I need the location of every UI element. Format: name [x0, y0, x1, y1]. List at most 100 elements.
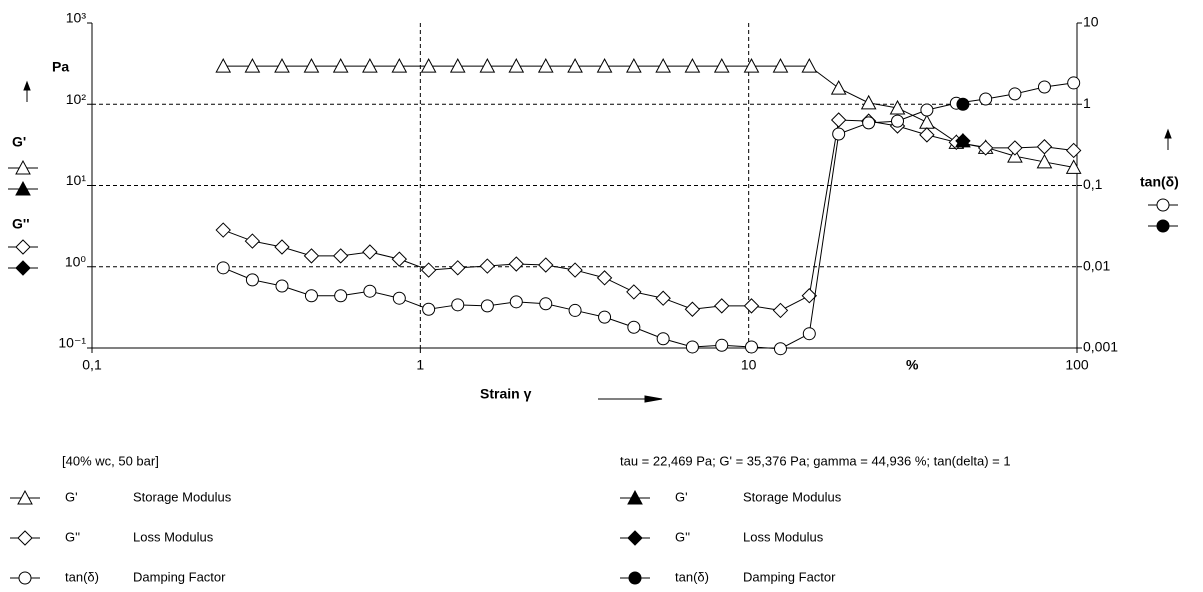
marker — [801, 58, 818, 73]
marker — [304, 289, 318, 303]
y-tick-label: 10² — [66, 91, 87, 107]
legend-label: G'' — [675, 529, 690, 544]
legend-symbol-marker — [17, 530, 33, 546]
marker — [568, 303, 582, 317]
marker — [772, 302, 789, 319]
marker — [1007, 140, 1023, 156]
marker — [480, 299, 494, 313]
marker — [391, 58, 408, 73]
legend-symbol-marker — [627, 530, 643, 546]
marker — [1037, 80, 1051, 94]
marker — [801, 288, 818, 304]
y2-tick-label: 1 — [1083, 95, 1091, 111]
marker — [1036, 153, 1053, 169]
axis-legend-symbol-marker — [15, 180, 31, 196]
marker — [832, 127, 846, 141]
marker — [772, 58, 789, 73]
legend-symbol-marker — [18, 571, 32, 585]
legend-label: tan(δ) — [675, 569, 709, 584]
marker — [830, 112, 847, 128]
marker — [303, 58, 320, 73]
marker — [773, 342, 787, 356]
annotation: [40% wc, 50 bar] — [62, 453, 159, 468]
marker — [889, 99, 906, 115]
axis-legend-symbol-marker — [15, 159, 31, 175]
marker — [955, 133, 971, 149]
marker — [215, 222, 231, 238]
marker — [363, 284, 377, 298]
marker — [391, 251, 408, 267]
marker — [332, 58, 349, 73]
axis-legend-symbol-marker — [1156, 219, 1170, 233]
marker — [891, 114, 905, 128]
marker — [420, 262, 437, 278]
y-tick-label: 10⁻¹ — [58, 335, 86, 351]
legend-label: G' — [65, 489, 78, 504]
legend-description: Loss Modulus — [743, 529, 824, 544]
arrows — [23, 80, 1172, 403]
marker — [392, 291, 406, 305]
marker — [479, 58, 496, 73]
legend-description: Damping Factor — [743, 569, 836, 584]
marker — [744, 340, 758, 354]
marker — [684, 58, 701, 73]
axis-legend-symbol-marker — [15, 260, 31, 276]
axis-legend-symbol-marker — [15, 239, 31, 255]
y-tick-label: 10¹ — [66, 172, 87, 188]
y-label: Pa — [52, 59, 69, 75]
marker — [830, 80, 847, 95]
marker — [274, 58, 290, 73]
marker — [332, 248, 349, 264]
x-tick-label: 100 — [1065, 357, 1089, 373]
marker — [508, 256, 524, 272]
marker — [919, 114, 935, 129]
legend-description: Loss Modulus — [133, 529, 214, 544]
marker — [627, 320, 641, 334]
marker — [362, 58, 378, 73]
marker — [450, 260, 466, 276]
marker — [1067, 76, 1081, 90]
y2-tick-label: 0,001 — [1083, 339, 1118, 355]
marker — [685, 340, 699, 354]
marker — [956, 97, 970, 111]
marker — [538, 257, 554, 273]
legend-description: Storage Modulus — [743, 489, 842, 504]
marker — [244, 58, 261, 73]
marker — [420, 58, 437, 73]
marker — [598, 310, 612, 324]
marker — [626, 58, 642, 73]
marker — [275, 279, 289, 293]
x-tick-label: 10 — [741, 357, 757, 373]
annotation: tau = 22,469 Pa; G' = 35,376 Pa; gamma =… — [620, 453, 1011, 468]
marker — [1008, 87, 1022, 101]
legend-label: G'' — [65, 529, 80, 544]
series-line — [223, 119, 1074, 311]
axis-legend-label: G' — [12, 134, 26, 150]
marker — [596, 270, 613, 286]
x-label: Strain γ — [480, 386, 532, 402]
y-tick-label: 10⁰ — [65, 253, 87, 269]
axis-legend-label: G'' — [12, 216, 30, 232]
legend-label: G' — [675, 489, 688, 504]
marker — [537, 58, 554, 73]
x-tick-label: 1 — [416, 357, 424, 373]
y2-tick-label: 10 — [1083, 14, 1099, 30]
legend-description: Storage Modulus — [133, 489, 232, 504]
marker — [334, 289, 348, 303]
marker — [743, 298, 760, 314]
marker — [451, 298, 465, 312]
marker — [920, 103, 934, 117]
y2-label: tan(δ) — [1140, 174, 1179, 190]
marker — [216, 261, 230, 275]
marker — [596, 58, 613, 73]
marker — [684, 301, 701, 317]
marker — [245, 273, 259, 287]
legend-symbol-marker — [628, 571, 642, 585]
marker — [567, 58, 583, 73]
series-line — [223, 65, 1074, 168]
marker — [274, 239, 290, 255]
marker — [977, 140, 994, 156]
marker — [656, 332, 670, 346]
marker — [479, 258, 496, 274]
